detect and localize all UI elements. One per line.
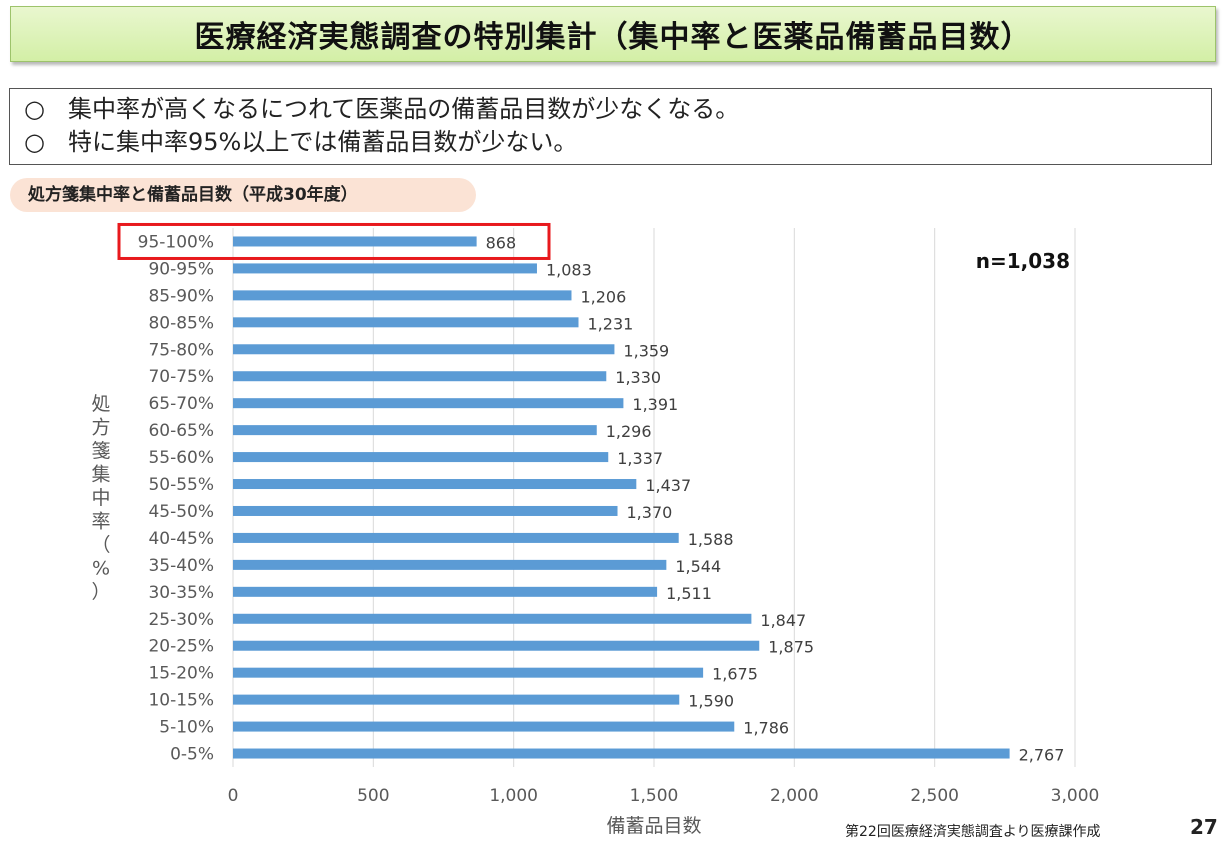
data-label: 1,231 xyxy=(588,314,634,333)
data-label: 1,296 xyxy=(606,422,652,441)
data-label: 868 xyxy=(486,233,517,252)
bar xyxy=(233,694,680,705)
x-tick-label: 1,500 xyxy=(630,786,679,806)
summary-line: ○ 特に集中率95%以上では備蓄品目数が少ない。 xyxy=(24,126,1197,159)
data-label: 1,675 xyxy=(712,665,758,684)
sample-size-annotation: n=1,038 xyxy=(976,249,1070,273)
data-label: 1,359 xyxy=(623,341,669,360)
x-tick-label: 2,000 xyxy=(770,786,819,806)
y-tick-label: 20-25% xyxy=(148,637,214,657)
highlight-box xyxy=(117,222,551,260)
bar xyxy=(233,748,1010,759)
y-tick-label: 80-85% xyxy=(148,313,214,333)
bar xyxy=(233,586,658,597)
data-label: 2,767 xyxy=(1019,746,1065,765)
bar xyxy=(233,559,667,570)
bar xyxy=(233,640,760,651)
data-label: 1,206 xyxy=(580,287,626,306)
data-label: 1,083 xyxy=(546,260,592,279)
bar xyxy=(233,613,752,624)
y-tick-label: 50-55% xyxy=(148,475,214,495)
y-tick-label: 55-60% xyxy=(148,448,214,468)
bullet-icon: ○ xyxy=(24,95,45,123)
bar xyxy=(233,317,579,328)
bar xyxy=(233,532,679,543)
bullet-icon: ○ xyxy=(24,128,45,156)
data-label: 1,588 xyxy=(688,530,734,549)
page-number: 27 xyxy=(1190,815,1218,839)
y-tick-label: 10-15% xyxy=(148,691,214,711)
y-tick-label: 45-50% xyxy=(148,502,214,522)
summary-box: ○ 集中率が高くなるにつれて医薬品の備蓄品目数が少なくなる。 ○ 特に集中率95%以… xyxy=(9,88,1212,165)
summary-text: 集中率が高くなるにつれて医薬品の備蓄品目数が少なくなる。 xyxy=(68,95,740,123)
chart-tag: 処方箋集中率と備蓄品目数（平成30年度） xyxy=(10,178,476,212)
y-tick-label: 65-70% xyxy=(148,394,214,414)
page-title: 医療経済実態調査の特別集計（集中率と医薬品備蓄品目数） xyxy=(194,20,1032,55)
y-tick-label: 75-80% xyxy=(148,340,214,360)
data-label: 1,875 xyxy=(768,638,814,657)
x-tick-label: 500 xyxy=(357,786,389,806)
x-tick-label: 0 xyxy=(228,786,239,806)
x-tick-label: 3,000 xyxy=(1051,786,1100,806)
data-label: 1,437 xyxy=(645,476,691,495)
data-label: 1,786 xyxy=(743,719,789,738)
x-tick-label: 2,500 xyxy=(910,786,959,806)
y-axis-title: 処方箋集中率（%） xyxy=(91,393,110,603)
data-label: 1,337 xyxy=(617,449,663,468)
bar xyxy=(233,263,537,274)
y-tick-label: 35-40% xyxy=(148,556,214,576)
bar xyxy=(233,398,624,409)
y-tick-label: 30-35% xyxy=(148,583,214,603)
data-label: 1,370 xyxy=(627,503,673,522)
data-label: 1,847 xyxy=(760,611,806,630)
source-note: 第22回医療経済実態調査より医療課作成 xyxy=(845,824,1101,840)
page-title-banner: 医療経済実態調査の特別集計（集中率と医薬品備蓄品目数） xyxy=(10,6,1216,62)
x-axis-title: 備蓄品目数 xyxy=(606,815,701,837)
bar xyxy=(233,452,609,463)
y-tick-label: 95-100% xyxy=(138,232,214,252)
bar xyxy=(233,236,477,247)
bar xyxy=(233,667,704,678)
y-tick-label: 0-5% xyxy=(170,745,214,765)
y-tick-label: 85-90% xyxy=(148,286,214,306)
bar xyxy=(233,344,615,355)
y-tick-label: 40-45% xyxy=(148,529,214,549)
y-tick-label: 60-65% xyxy=(148,421,214,441)
summary-text: 特に集中率95%以上では備蓄品目数が少ない。 xyxy=(68,128,578,156)
bar xyxy=(233,479,637,490)
y-tick-label: 15-20% xyxy=(148,664,214,684)
bar xyxy=(233,290,572,301)
y-tick-label: 25-30% xyxy=(148,610,214,630)
bar xyxy=(233,371,607,382)
summary-line: ○ 集中率が高くなるにつれて医薬品の備蓄品目数が少なくなる。 xyxy=(24,93,1197,126)
bar xyxy=(233,721,735,732)
y-tick-label: 5-10% xyxy=(159,718,214,738)
y-tick-label: 70-75% xyxy=(148,367,214,387)
data-label: 1,391 xyxy=(632,395,678,414)
bar xyxy=(233,425,597,436)
data-label: 1,511 xyxy=(666,584,712,603)
x-tick-label: 1,000 xyxy=(489,786,538,806)
bar xyxy=(233,505,618,516)
y-tick-label: 90-95% xyxy=(148,259,214,279)
data-label: 1,330 xyxy=(615,368,661,387)
data-label: 1,544 xyxy=(675,557,721,576)
data-label: 1,590 xyxy=(688,692,734,711)
